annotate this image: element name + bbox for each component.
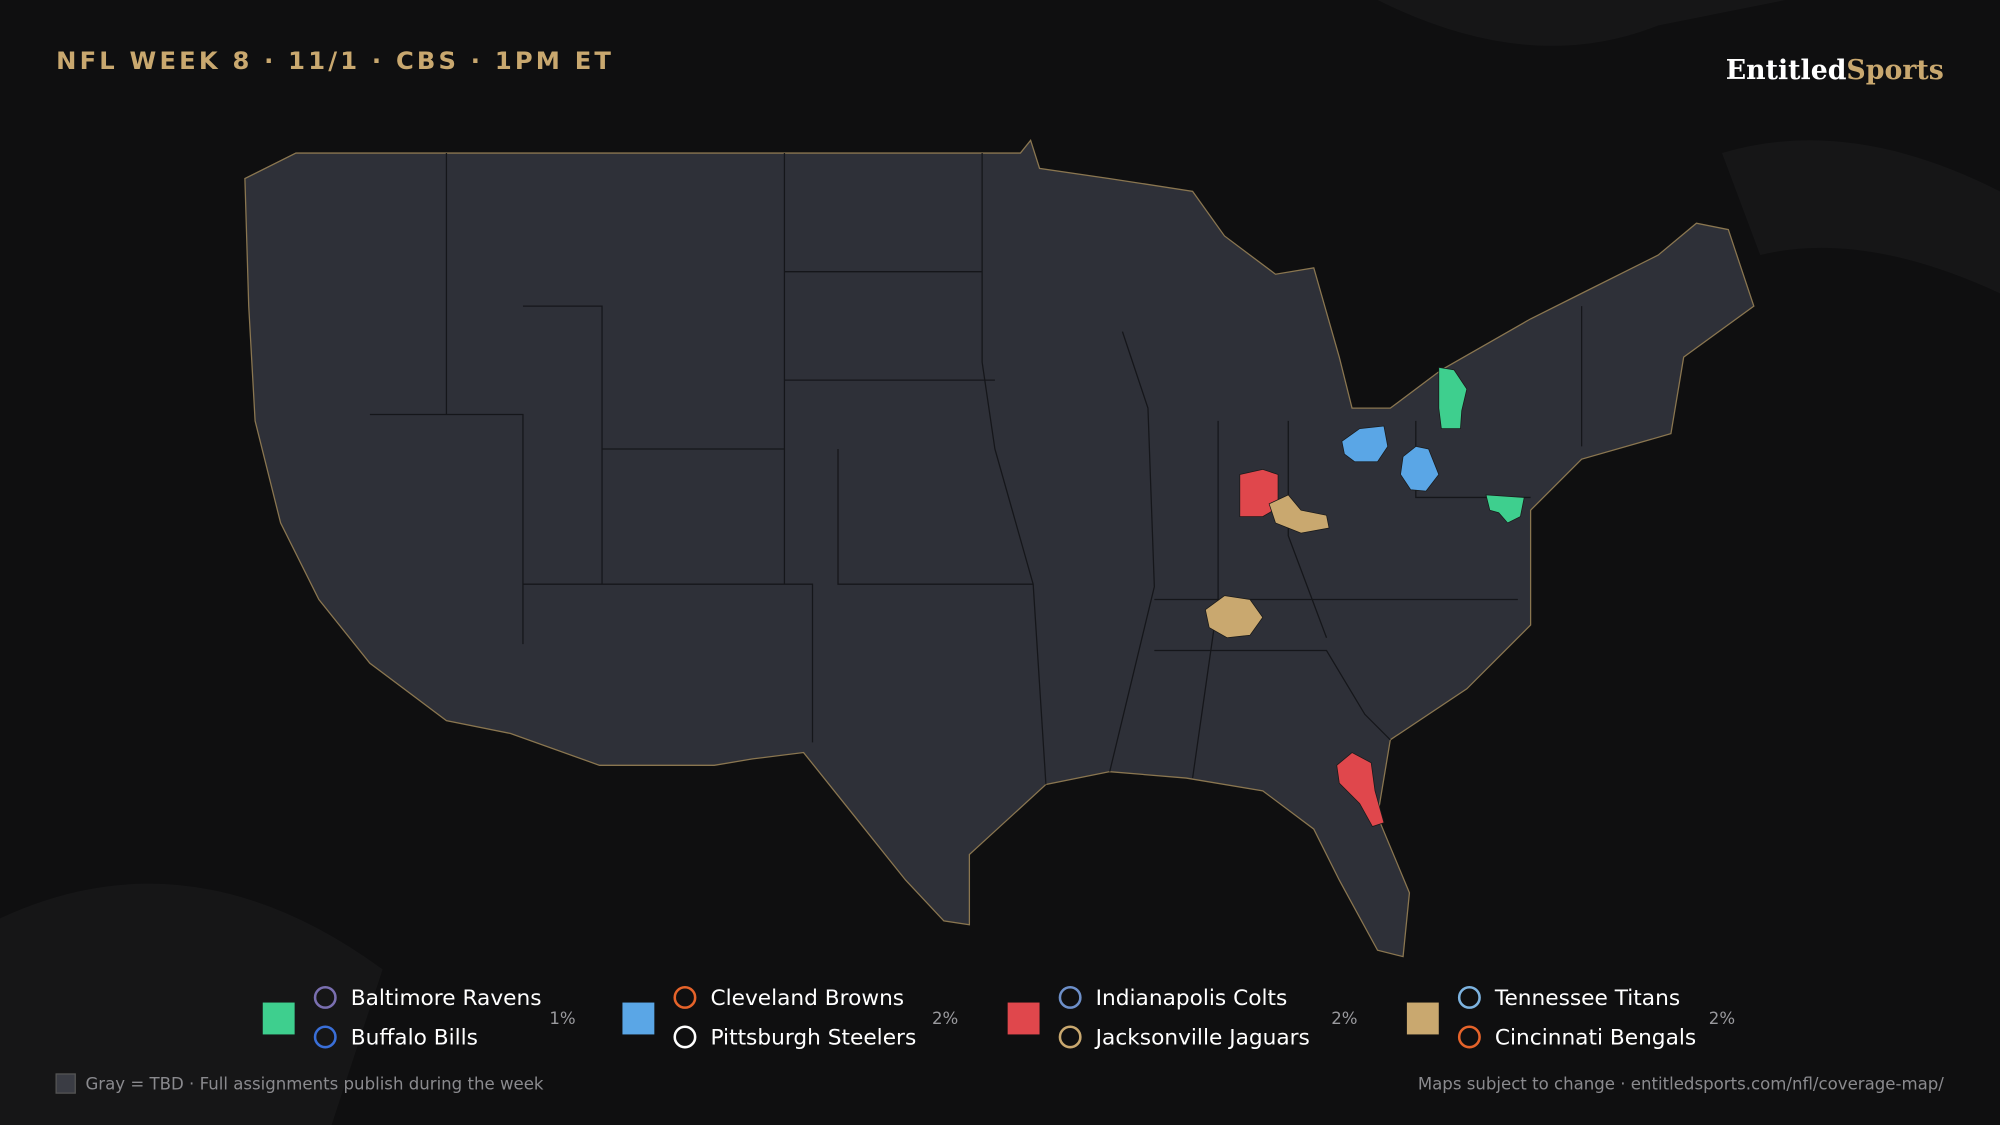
team-name: Cincinnati Bengals (1495, 1026, 1696, 1051)
tbd-swatch (55, 1073, 76, 1094)
coverage-share: 2% (1331, 1009, 1357, 1028)
coverage-share: 2% (932, 1009, 958, 1028)
team-icon (313, 985, 337, 1009)
coverage-region (1204, 595, 1264, 639)
legend-swatch (1406, 1002, 1439, 1035)
team-name: Pittsburgh Steelers (710, 1026, 916, 1051)
state-lines (369, 153, 1583, 785)
page-title: NFL WEEK 8 · 11/1 · CBS · 1PM ET (56, 47, 614, 75)
coverage-region (1485, 494, 1525, 524)
team-name: Baltimore Ravens (351, 986, 542, 1011)
coverage-region (1438, 366, 1468, 429)
legend-swatch (622, 1002, 655, 1035)
legend: Baltimore Ravens Buffalo Bills 1% Cleveland… (262, 985, 1735, 1051)
team-name: Cleveland Browns (710, 986, 904, 1011)
team-icon (313, 1025, 337, 1049)
footer-note: Gray = TBD · Full assignments publish du… (85, 1074, 543, 1093)
brand-first: Entitled (1726, 55, 1847, 86)
brand: EntitledSports (1726, 55, 1944, 86)
coverage-region (1341, 425, 1389, 463)
team-name: Tennessee Titans (1494, 986, 1680, 1011)
brand-second: Sports (1846, 55, 1943, 86)
team-name: Buffalo Bills (351, 1026, 478, 1051)
coverage-region (1400, 446, 1440, 492)
coverage-region (1268, 494, 1330, 534)
team-icon (1058, 985, 1082, 1009)
legend-swatch (262, 1002, 295, 1035)
legend-swatch (1007, 1002, 1040, 1035)
coverage-regions (1204, 366, 1525, 827)
team-name: Jacksonville Jaguars (1094, 1026, 1310, 1051)
team-icon (1457, 985, 1481, 1009)
team-icon (1457, 1025, 1481, 1049)
team-icon (673, 1025, 697, 1049)
coverage-region (1336, 752, 1385, 827)
team-name: Indianapolis Colts (1096, 986, 1288, 1011)
team-icon (1058, 1025, 1082, 1049)
coverage-share: 2% (1709, 1009, 1735, 1028)
footer-source: Maps subject to change · entitledsports.… (1418, 1074, 1944, 1093)
team-icon (673, 985, 697, 1009)
coverage-share: 1% (549, 1009, 575, 1028)
